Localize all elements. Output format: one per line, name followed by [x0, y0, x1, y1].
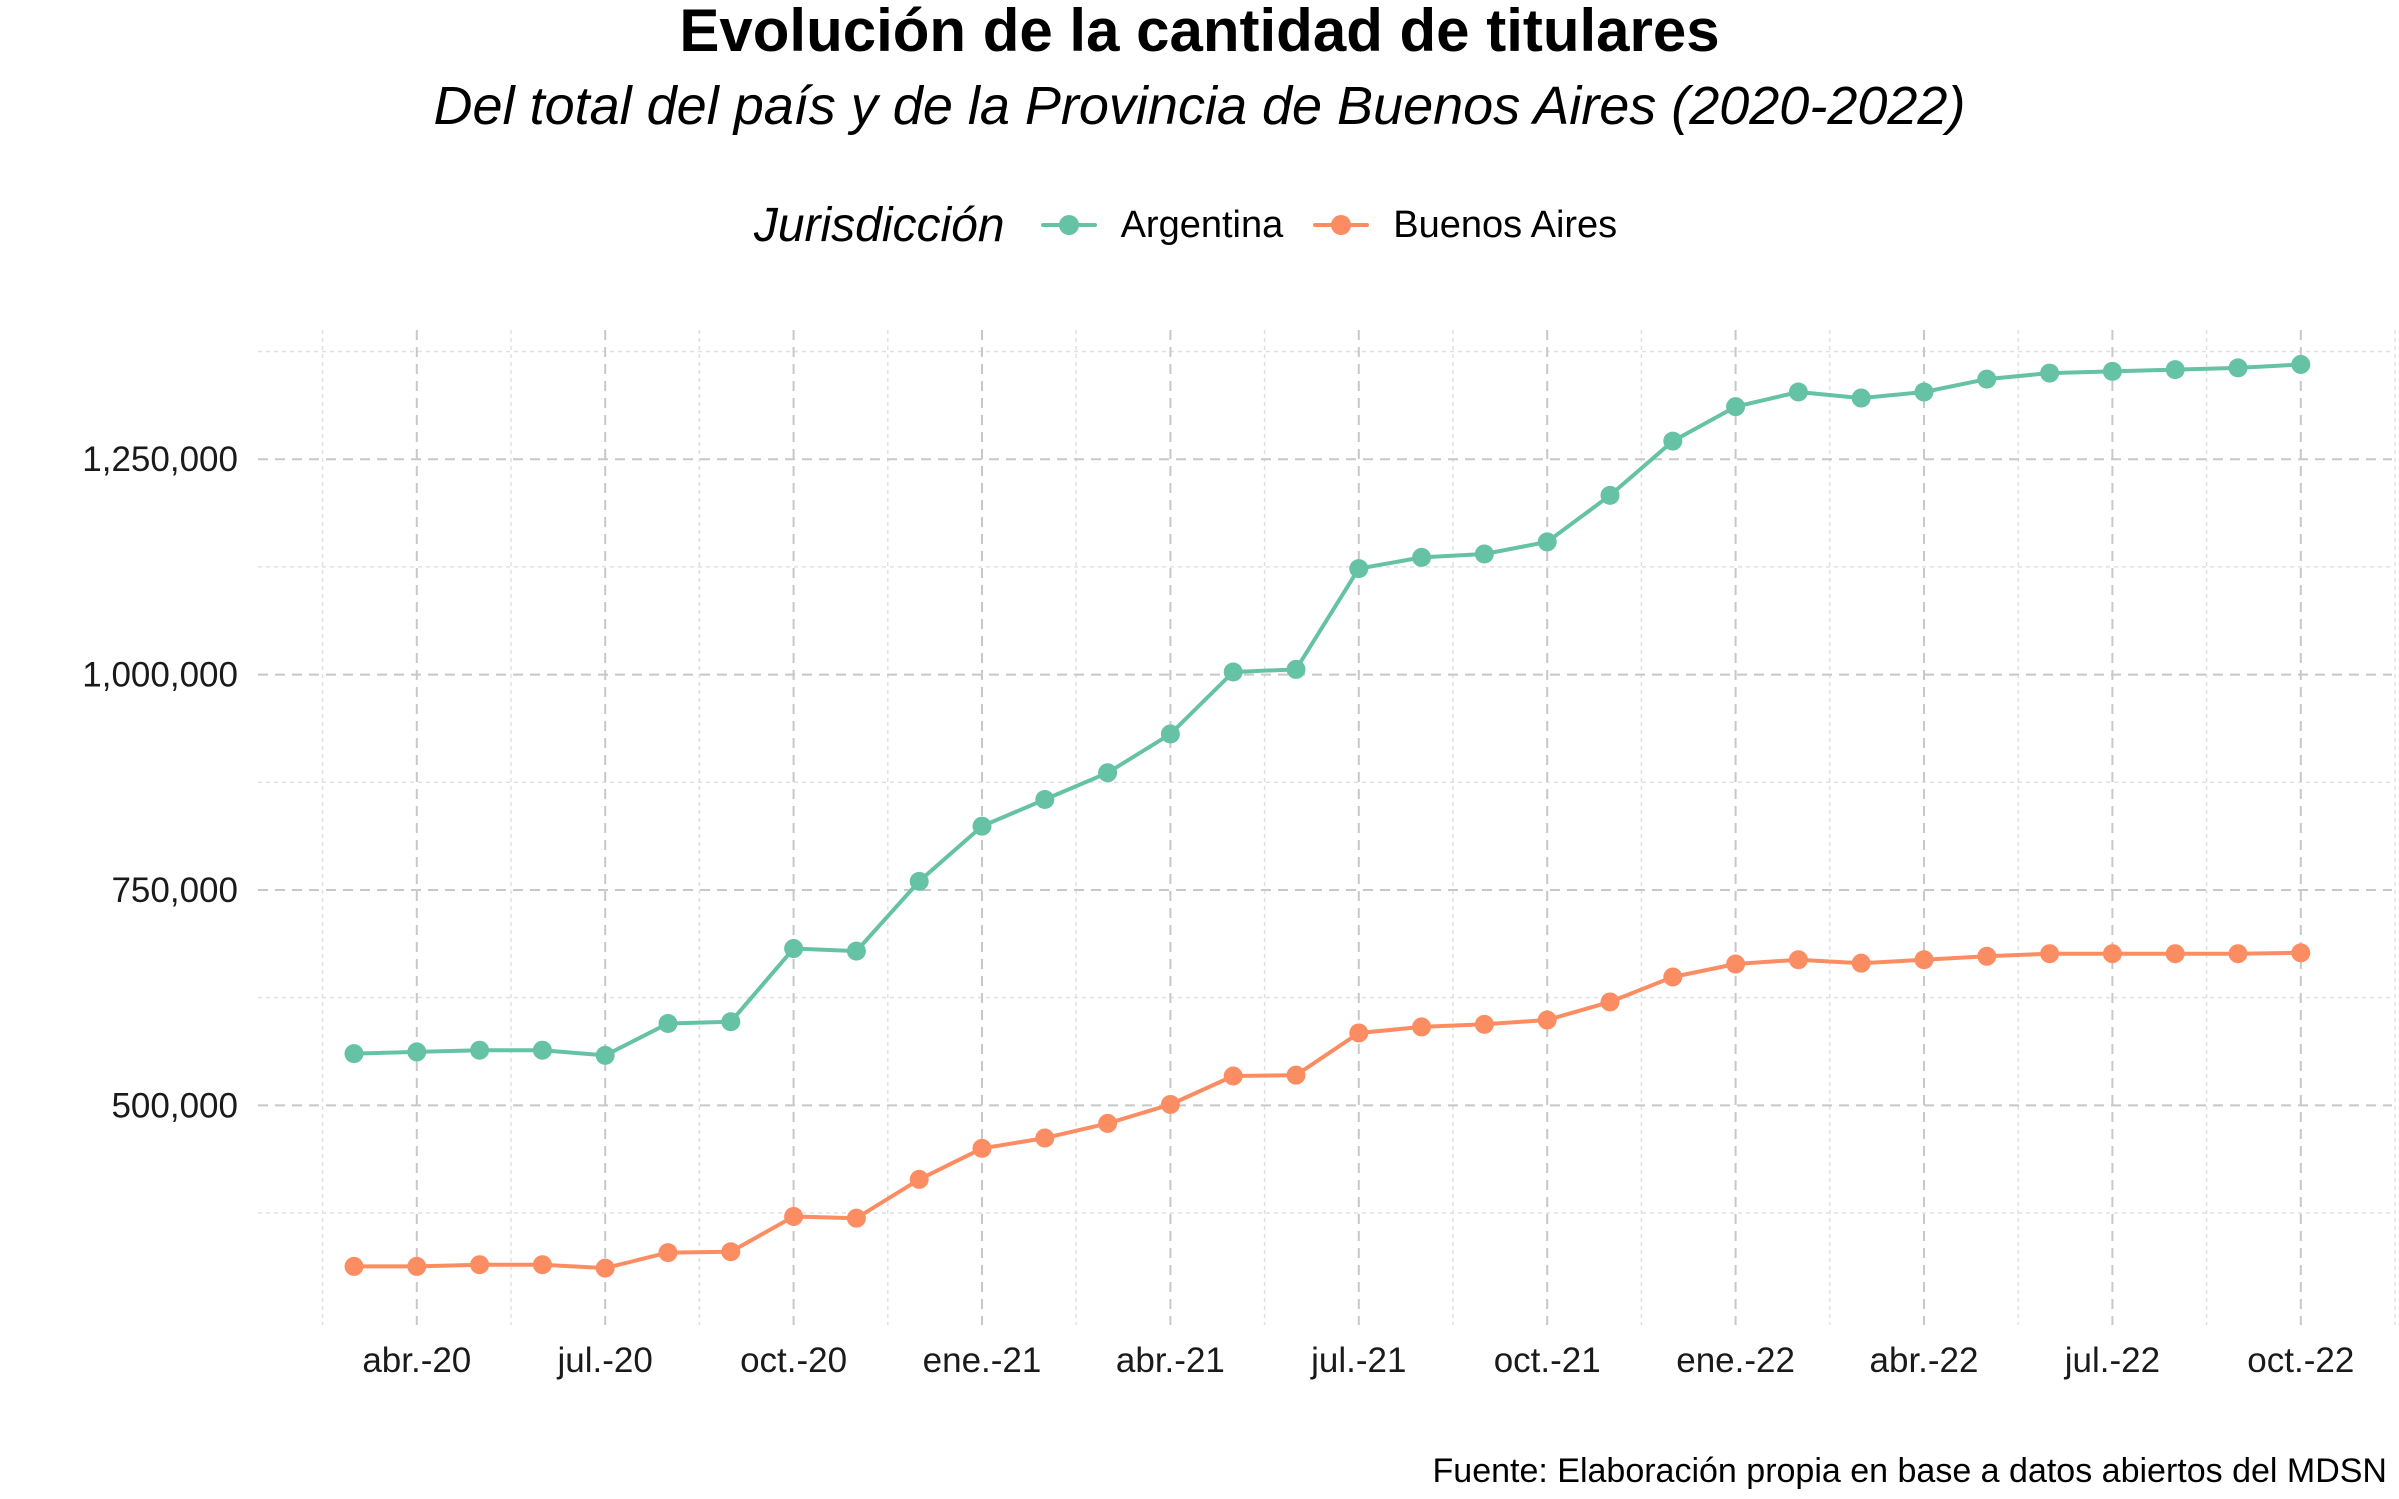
legend-key-argentina [1039, 210, 1099, 240]
legend-item-argentina: Argentina [1039, 203, 1284, 247]
legend-key-buenos-aires [1311, 210, 1371, 240]
data-point-buenos-aires [1035, 1128, 1055, 1148]
data-point-buenos-aires [2102, 944, 2122, 964]
data-point-buenos-aires [532, 1255, 552, 1275]
data-point-argentina [1726, 397, 1746, 417]
data-point-buenos-aires [1223, 1066, 1243, 1086]
legend: Jurisdicción Argentina Buenos Aires [0, 190, 2399, 260]
data-point-argentina [1537, 532, 1557, 552]
data-point-buenos-aires [1851, 953, 1871, 973]
data-point-buenos-aires [407, 1256, 427, 1276]
chart-subtitle: Del total del país y de la Provincia de … [433, 76, 1966, 136]
data-point-argentina [2102, 361, 2122, 381]
data-point-buenos-aires [2291, 943, 2311, 963]
data-point-argentina [1349, 559, 1369, 579]
data-point-buenos-aires [1600, 992, 1620, 1012]
data-point-buenos-aires [846, 1208, 866, 1228]
data-point-buenos-aires [2040, 944, 2060, 964]
data-point-buenos-aires [2228, 944, 2248, 964]
data-point-buenos-aires [2165, 944, 2185, 964]
data-point-buenos-aires [972, 1138, 992, 1158]
data-point-buenos-aires [1286, 1065, 1306, 1085]
legend-label-argentina: Argentina [1120, 203, 1284, 246]
data-point-buenos-aires [1474, 1014, 1494, 1034]
data-point-argentina [595, 1045, 615, 1065]
series-line-buenos-aires [354, 950, 2301, 1271]
x-tick-label: abr.-20 [362, 1341, 471, 1380]
data-point-buenos-aires [1663, 967, 1683, 987]
data-point-argentina [972, 816, 992, 836]
data-point-buenos-aires [470, 1255, 490, 1275]
x-tick-label: oct.-20 [740, 1341, 847, 1380]
data-point-buenos-aires [784, 1206, 804, 1226]
data-point-argentina [1035, 790, 1055, 810]
data-point-argentina [344, 1044, 364, 1064]
data-point-argentina [1851, 388, 1871, 408]
data-point-argentina [846, 941, 866, 961]
data-point-argentina [1663, 431, 1683, 451]
data-point-argentina [1223, 662, 1243, 682]
data-point-argentina [2040, 363, 2060, 383]
x-tick-label: jul.-20 [557, 1341, 653, 1380]
data-point-argentina [1977, 369, 1997, 389]
data-point-buenos-aires [1914, 950, 1934, 970]
legend-item-buenos-aires: Buenos Aires [1311, 204, 1617, 247]
chart-title: Evolución de la cantidad de titulares [679, 0, 1720, 64]
data-point-argentina [909, 871, 929, 891]
data-point-argentina [658, 1013, 678, 1033]
data-point-buenos-aires [1412, 1017, 1432, 1037]
data-point-buenos-aires [1098, 1113, 1118, 1133]
legend-title: Jurisdicción [753, 198, 1005, 252]
data-point-argentina [1286, 659, 1306, 679]
data-point-argentina [2165, 360, 2185, 380]
data-point-buenos-aires [595, 1258, 615, 1278]
data-point-buenos-aires [658, 1243, 678, 1263]
data-point-buenos-aires [909, 1169, 929, 1189]
data-point-buenos-aires [1726, 954, 1746, 974]
x-tick-label: oct.-22 [2247, 1341, 2354, 1380]
x-tick-label: oct.-21 [1494, 1341, 1601, 1380]
data-point-buenos-aires [1788, 950, 1808, 970]
y-tick-label: 1,000,000 [82, 656, 238, 695]
data-point-argentina [1098, 763, 1118, 783]
series-group [344, 354, 2311, 1278]
data-point-buenos-aires [1160, 1094, 1180, 1114]
x-tick-label: jul.-21 [1310, 1341, 1406, 1380]
y-tick-label: 750,000 [111, 871, 238, 910]
x-axis-ticks: abr.-20 jul.-20 oct.-20 ene.-21 abr.-21 jul.-… [362, 1341, 2354, 1380]
data-point-argentina [721, 1012, 741, 1032]
data-point-argentina [407, 1042, 427, 1062]
data-point-argentina [532, 1040, 552, 1060]
data-point-argentina [1914, 382, 1934, 402]
data-point-buenos-aires [721, 1242, 741, 1262]
grid-minor [258, 330, 2396, 1325]
data-point-argentina [1600, 485, 1620, 505]
y-axis-ticks: 500,000 750,000 1,000,000 1,250,000 [82, 440, 238, 1125]
data-point-argentina [784, 939, 804, 959]
y-tick-label: 500,000 [111, 1086, 238, 1125]
chart-caption: Fuente: Elaboración propia en base a dat… [1432, 1452, 2387, 1490]
x-tick-label: ene.-21 [923, 1341, 1042, 1380]
data-point-argentina [1160, 724, 1180, 744]
x-tick-label: jul.-22 [2064, 1341, 2160, 1380]
data-point-argentina [2228, 358, 2248, 378]
x-tick-label: abr.-21 [1116, 1341, 1225, 1380]
legend-label-buenos-aires: Buenos Aires [1393, 203, 1618, 246]
data-point-argentina [470, 1040, 490, 1060]
data-point-buenos-aires [1537, 1010, 1557, 1030]
data-point-buenos-aires [344, 1256, 364, 1276]
y-tick-label: 1,250,000 [82, 440, 238, 479]
series-line-argentina [353, 362, 2301, 1058]
grid-major [258, 330, 2392, 1325]
data-point-argentina [1474, 544, 1494, 564]
data-point-argentina [1788, 382, 1808, 402]
data-point-buenos-aires [1977, 946, 1997, 966]
x-tick-label: ene.-22 [1676, 1341, 1795, 1380]
data-point-argentina [2291, 354, 2311, 374]
data-point-argentina [1412, 547, 1432, 567]
x-tick-label: abr.-22 [1870, 1341, 1979, 1380]
data-point-buenos-aires [1349, 1023, 1369, 1043]
